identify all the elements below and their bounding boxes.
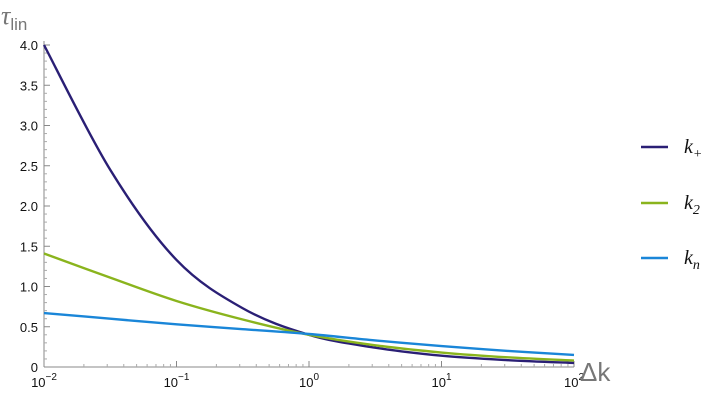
y-tick-label: 2.5: [20, 159, 38, 174]
x-tick-label: 10−1: [164, 372, 190, 390]
series-line-k2: [43, 252, 575, 362]
x-tick-label: 102: [564, 372, 584, 390]
legend-label: k+: [684, 136, 702, 162]
y-ticks: 0 0.5 1.0 1.5 2.0 2.5 3.0 3.5 4.0: [20, 38, 50, 375]
x-tick-label: 101: [431, 372, 451, 390]
y-tick-label: 2.0: [20, 199, 38, 214]
y-tick-label: 3.0: [20, 119, 38, 134]
x-ticks: 10−2 10−1 100 101 102: [31, 361, 584, 390]
legend-label: k2: [684, 192, 700, 218]
y-axis-title-main: τ: [1, 1, 12, 30]
axes: [43, 41, 574, 368]
y-tick-label: 1.5: [20, 239, 38, 254]
legend-label: kn: [684, 247, 700, 273]
x-axis-title: Δk: [580, 357, 611, 387]
y-tick-label: 0.5: [20, 320, 38, 335]
y-axis-title: τlin: [1, 1, 27, 34]
y-tick-label: 1.0: [20, 280, 38, 295]
y-tick-label: 0: [31, 360, 38, 375]
series-lines: [42, 44, 575, 365]
y-tick-label: 4.0: [20, 38, 38, 53]
series-line-k+: [42, 44, 575, 365]
y-tick-label: 3.5: [20, 78, 38, 93]
legend: k+ k2 kn: [641, 136, 702, 273]
x-tick-label: 100: [299, 372, 319, 390]
y-axis-title-sub: lin: [10, 15, 27, 34]
x-tick-label: 10−2: [31, 372, 57, 390]
series-line-kn: [43, 311, 575, 357]
